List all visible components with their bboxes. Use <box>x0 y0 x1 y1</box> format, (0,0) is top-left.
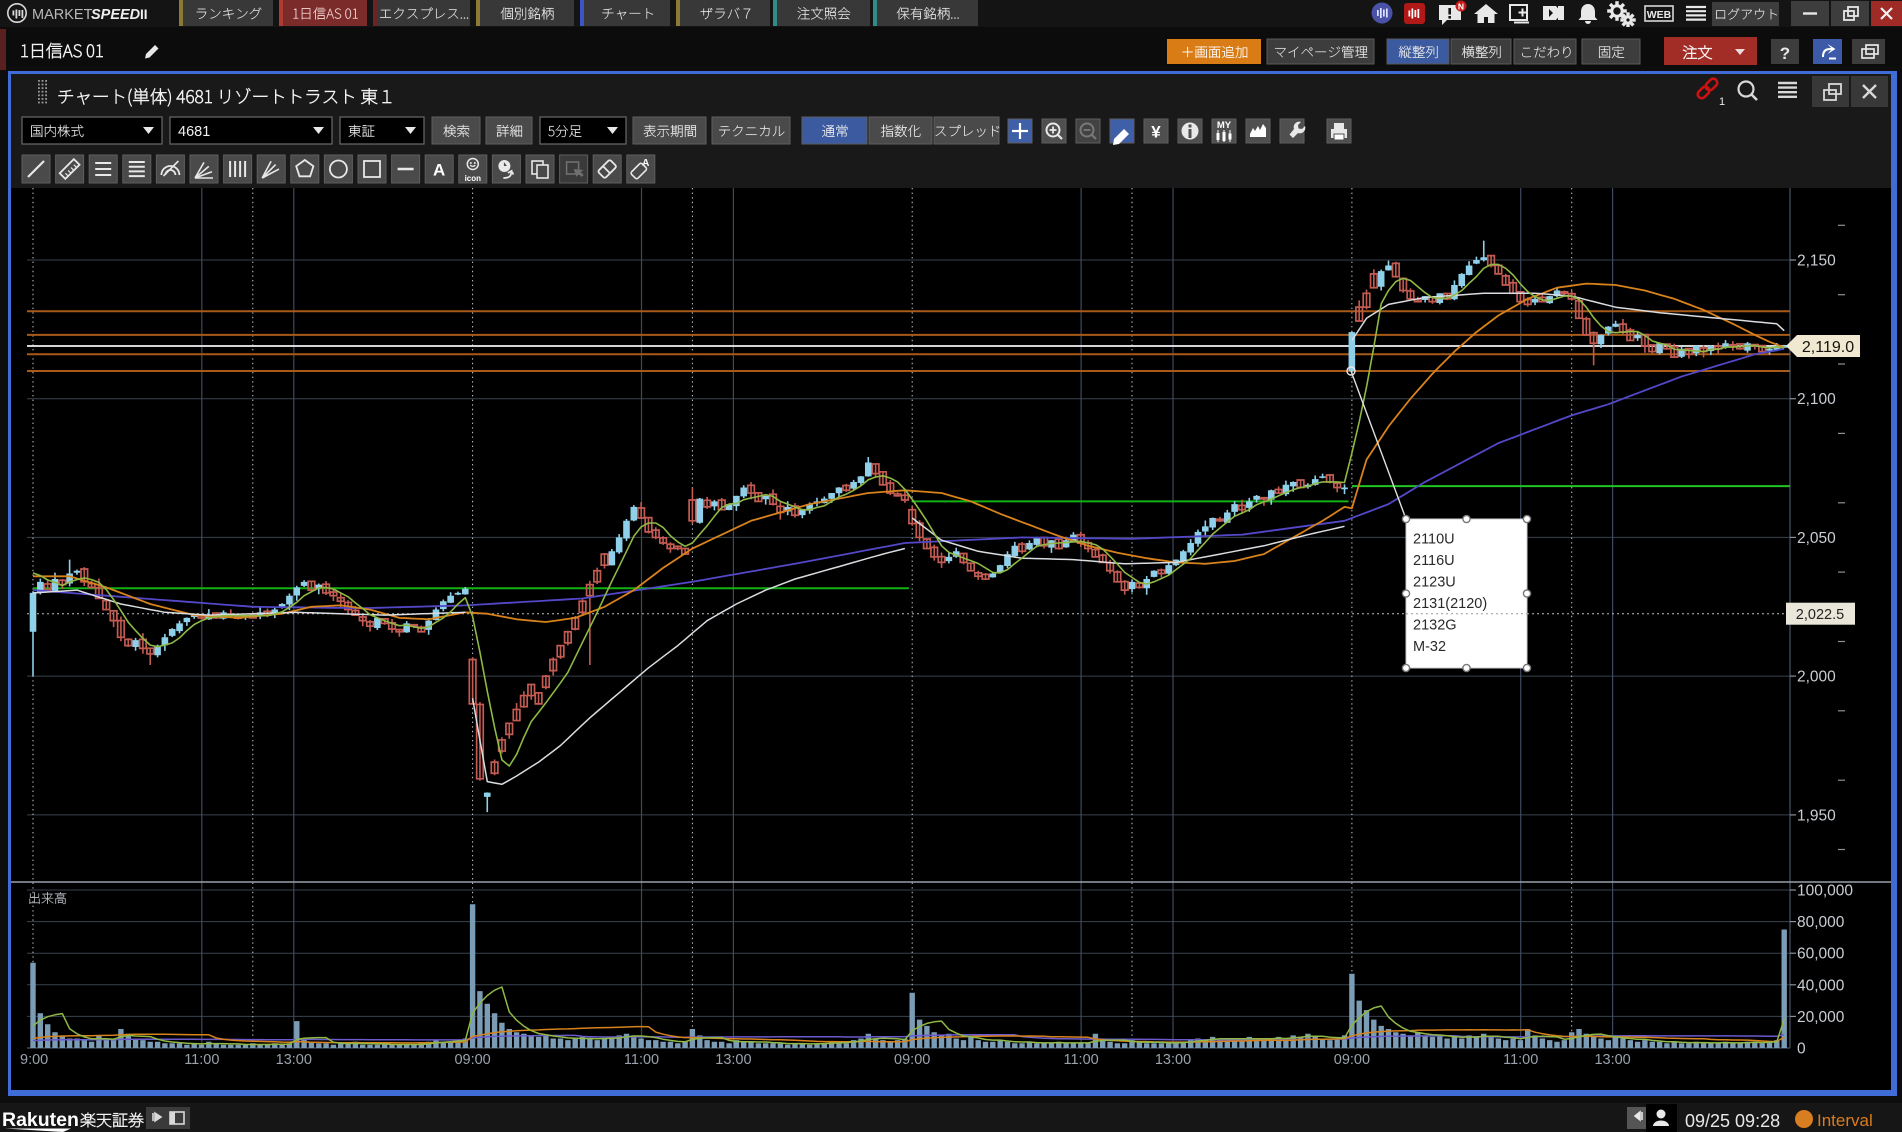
svg-text:2,119.0: 2,119.0 <box>1802 339 1854 356</box>
svg-text:13:00: 13:00 <box>1594 1052 1630 1068</box>
svg-text:2,022.5: 2,022.5 <box>1796 607 1844 623</box>
svg-text:2,000: 2,000 <box>1797 669 1836 686</box>
svg-text:2,100: 2,100 <box>1797 391 1836 408</box>
svg-text:MY: MY <box>1217 120 1232 131</box>
svg-text:11:00: 11:00 <box>1503 1052 1538 1068</box>
svg-text:0: 0 <box>1797 1041 1806 1058</box>
svg-text:13:00: 13:00 <box>715 1052 751 1068</box>
svg-text:09:00: 09:00 <box>1334 1052 1370 1068</box>
svg-text:9:00: 9:00 <box>20 1052 48 1068</box>
svg-text:09:00: 09:00 <box>454 1052 490 1068</box>
svg-text:2132G: 2132G <box>1413 618 1457 634</box>
svg-text:2,150: 2,150 <box>1797 253 1836 270</box>
svg-text:4681: 4681 <box>178 124 210 140</box>
svg-text:Interval: Interval <box>1817 1111 1873 1130</box>
svg-text:13:00: 13:00 <box>276 1052 312 1068</box>
svg-text:100,000: 100,000 <box>1797 883 1853 900</box>
svg-text:2,050: 2,050 <box>1797 530 1836 547</box>
svg-text:A: A <box>642 158 649 169</box>
svg-text:20,000: 20,000 <box>1797 1009 1845 1026</box>
svg-text:MARKET: MARKET <box>32 7 93 23</box>
svg-text:1,950: 1,950 <box>1797 807 1836 824</box>
svg-text:1: 1 <box>1719 96 1725 108</box>
svg-text:M-32: M-32 <box>1413 639 1446 655</box>
svg-text:2110U: 2110U <box>1413 532 1455 548</box>
svg-text:SPEED: SPEED <box>91 7 141 23</box>
svg-text:2131(2120): 2131(2120) <box>1413 596 1487 612</box>
svg-text:09:00: 09:00 <box>894 1052 930 1068</box>
svg-text:80,000: 80,000 <box>1797 914 1845 931</box>
svg-text:A: A <box>433 161 445 180</box>
svg-text:II: II <box>140 7 148 22</box>
svg-text:icon: icon <box>465 174 482 183</box>
svg-text:¥: ¥ <box>1151 123 1161 142</box>
svg-text:09/25 09:28: 09/25 09:28 <box>1685 1111 1780 1131</box>
svg-text:11:00: 11:00 <box>624 1052 659 1068</box>
svg-text:13:00: 13:00 <box>1155 1052 1191 1068</box>
svg-text:11:00: 11:00 <box>1063 1052 1098 1068</box>
svg-text:?: ? <box>1780 44 1790 63</box>
svg-text:2116U: 2116U <box>1413 553 1455 569</box>
svg-text:N: N <box>1458 2 1464 12</box>
svg-text:2123U: 2123U <box>1413 575 1456 591</box>
svg-text:WEB: WEB <box>1647 9 1672 21</box>
svg-text:40,000: 40,000 <box>1797 977 1845 994</box>
svg-text:Rakuten: Rakuten <box>2 1109 79 1131</box>
svg-text:11:00: 11:00 <box>184 1052 219 1068</box>
svg-text:60,000: 60,000 <box>1797 946 1845 963</box>
